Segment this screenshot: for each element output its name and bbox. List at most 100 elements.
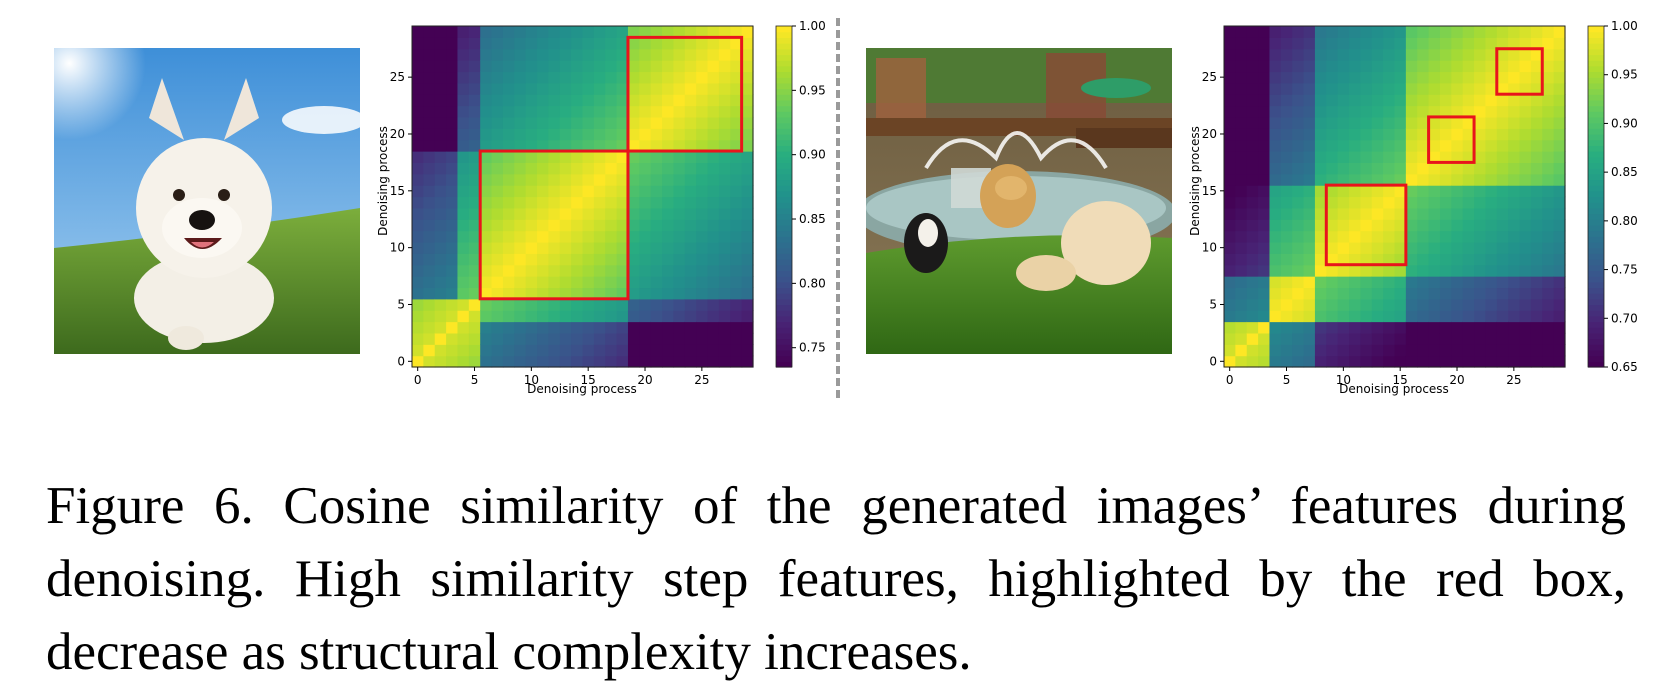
heatmap-cell (1235, 310, 1248, 323)
heatmap-cell (1349, 321, 1361, 334)
colorbar-segment (1588, 202, 1604, 209)
heatmap-cell (1303, 139, 1316, 152)
colorbar-segment (776, 355, 792, 362)
heatmap-cell (605, 105, 618, 118)
heatmap-cell (1224, 162, 1236, 175)
heatmap-cell (491, 310, 504, 323)
heatmap-cell (616, 207, 629, 220)
heatmap-cell (1542, 321, 1555, 334)
heatmap-cell (1508, 321, 1521, 334)
heatmap-cell (1235, 162, 1248, 175)
heatmap-cell (627, 128, 640, 141)
heatmap-cell (502, 60, 515, 73)
heatmap-left-xlabel: Denoising process (527, 382, 637, 396)
heatmap-cell (1462, 60, 1475, 73)
heatmap-cell (639, 298, 652, 311)
colorbar-segment (1588, 156, 1604, 163)
heatmap-cell (525, 241, 538, 254)
heatmap-cell (1360, 94, 1373, 107)
heatmap-cell (1349, 355, 1361, 368)
colorbar-segment (1588, 253, 1604, 260)
heatmap-cell (559, 26, 572, 38)
heatmap-cell (718, 26, 731, 38)
heatmap-cell (1394, 162, 1407, 175)
heatmap-cell (593, 173, 606, 186)
heatmap-cell (1314, 173, 1327, 186)
heatmap-cell (1246, 196, 1259, 209)
heatmap-cell (1246, 298, 1259, 311)
heatmap-cell (457, 264, 470, 277)
heatmap-cell (650, 207, 663, 220)
heatmap-cell (616, 298, 629, 311)
heatmap-cell (1258, 37, 1271, 50)
heatmap-cell (707, 207, 720, 220)
heatmap-cell (662, 298, 675, 311)
heatmap-cell (1542, 264, 1555, 277)
heatmap-cell (605, 310, 618, 323)
heatmap-cell (1553, 162, 1566, 175)
heatmap-cell (1439, 321, 1452, 334)
heatmap-cell (696, 355, 709, 368)
heatmap-cell (1349, 26, 1361, 38)
heatmap-cell (1451, 94, 1464, 107)
heatmap-cell (1553, 264, 1566, 277)
heatmap-cell (650, 116, 663, 129)
heatmap-cell (593, 139, 606, 152)
heatmap-cell (548, 82, 561, 95)
heatmap-cell (412, 196, 424, 209)
heatmap-cell (491, 264, 504, 277)
heatmap-cell (1394, 310, 1407, 323)
heatmap-cell (1439, 219, 1452, 232)
heatmap-cell (1496, 105, 1509, 118)
heatmap-cell (502, 37, 515, 50)
heatmap-cell (559, 185, 572, 198)
heatmap-cell (1292, 219, 1305, 232)
heatmap-cell (696, 185, 709, 198)
heatmap-cell (1235, 287, 1248, 300)
heatmap-cell (1258, 310, 1271, 323)
heatmap-cell (718, 139, 731, 152)
heatmap-cell (696, 139, 709, 152)
heatmap-cell (491, 139, 504, 152)
heatmap-cell (1292, 116, 1305, 129)
heatmap-cell (1235, 60, 1248, 73)
heatmap-cell (582, 37, 595, 50)
heatmap-cell (1553, 151, 1566, 163)
heatmap-cell (662, 219, 675, 232)
heatmap-cell (593, 264, 606, 277)
heatmap-cell (673, 207, 686, 220)
heatmap-cell (491, 116, 504, 129)
heatmap-cell (627, 253, 640, 266)
heatmap-cell (434, 162, 447, 175)
heatmap-cell (1474, 332, 1487, 345)
heatmap-cell (662, 60, 675, 73)
heatmap-cell (412, 287, 424, 300)
heatmap-cell (662, 253, 675, 266)
heatmap-cell (491, 241, 504, 254)
heatmap-cell (582, 60, 595, 73)
heatmap-cell (434, 219, 447, 232)
heatmap-cell (730, 60, 743, 73)
heatmap-cell (1474, 241, 1487, 254)
heatmap-cell (662, 162, 675, 175)
heatmap-cell (412, 310, 424, 323)
heatmap-cell (1292, 151, 1305, 163)
heatmap-cell (627, 162, 640, 175)
heatmap-cell (1269, 151, 1282, 163)
heatmap-cell (616, 219, 629, 232)
heatmap-cell (1508, 355, 1521, 368)
heatmap-cell (1246, 48, 1259, 61)
heatmap-cell (559, 162, 572, 175)
heatmap-cell (741, 185, 754, 198)
heatmap-cell (1462, 264, 1475, 277)
heatmap-cell (548, 162, 561, 175)
heatmap-cell (548, 219, 561, 232)
heatmap-cell (1462, 139, 1475, 152)
heatmap-cell (1474, 230, 1487, 243)
heatmap-cell (741, 196, 754, 209)
heatmap-cell (1337, 355, 1350, 368)
heatmap-cell (650, 48, 663, 61)
heatmap-cell (616, 173, 629, 186)
heatmap-cell (1508, 162, 1521, 175)
heatmap-cell (1360, 241, 1373, 254)
